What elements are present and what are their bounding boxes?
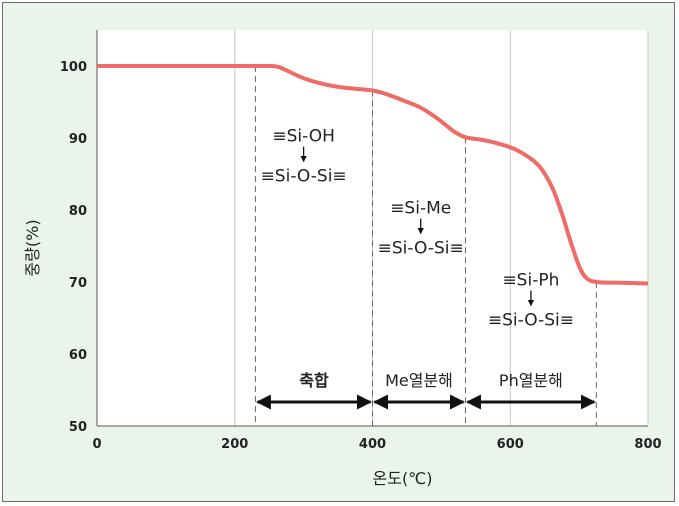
annotation-3: ≡Si-Ph ≡Si-O-Si≡ <box>488 271 574 331</box>
tick-labels: 50 60 70 80 90 100 0 200 400 600 800 <box>60 60 662 452</box>
annotation-bottom: ≡Si-O-Si≡ <box>261 167 347 187</box>
y-tick-label: 70 <box>69 276 87 291</box>
region-1: 축합 <box>255 371 372 410</box>
y-tick-label: 100 <box>60 60 87 75</box>
region-label: 축합 <box>299 371 329 390</box>
annotation-bottom: ≡Si-O-Si≡ <box>378 239 464 259</box>
region-2: Me열분해 <box>373 371 465 410</box>
y-tick-label: 90 <box>69 132 87 147</box>
annotation-top: ≡Si-Me <box>390 199 451 219</box>
weight-curve <box>97 63 649 286</box>
region-3: Ph열분해 <box>465 371 596 410</box>
y-tick-label: 50 <box>69 420 87 435</box>
region-label: Me열분해 <box>385 371 453 390</box>
temperature-markers <box>254 66 597 426</box>
annotation-top: ≡Si-OH <box>272 127 335 147</box>
y-axis-title: 중량(%) <box>23 219 42 276</box>
x-tick-label: 600 <box>497 437 524 452</box>
x-tick-label: 200 <box>221 437 248 452</box>
x-tick-label: 400 <box>359 437 386 452</box>
y-tick-label: 80 <box>69 204 87 219</box>
x-tick-label: 800 <box>634 437 661 452</box>
region-label: Ph열분해 <box>499 371 563 390</box>
x-tick-label: 0 <box>92 437 101 452</box>
region-arrows: 축합 Me열분해 Ph열분해 <box>255 371 596 410</box>
annotation-bottom: ≡Si-O-Si≡ <box>488 311 574 331</box>
annotation-1: ≡Si-OH ≡Si-O-Si≡ <box>261 127 347 187</box>
reaction-annotations: ≡Si-OH≡Si-O-Si≡≡Si-Me≡Si-O-Si≡≡Si-Ph≡Si-… <box>261 127 574 331</box>
annotation-top: ≡Si-Ph <box>502 271 559 291</box>
annotation-2: ≡Si-Me ≡Si-O-Si≡ <box>378 199 464 259</box>
x-axis-title: 온도(℃) <box>373 469 433 488</box>
y-tick-label: 60 <box>69 348 87 363</box>
